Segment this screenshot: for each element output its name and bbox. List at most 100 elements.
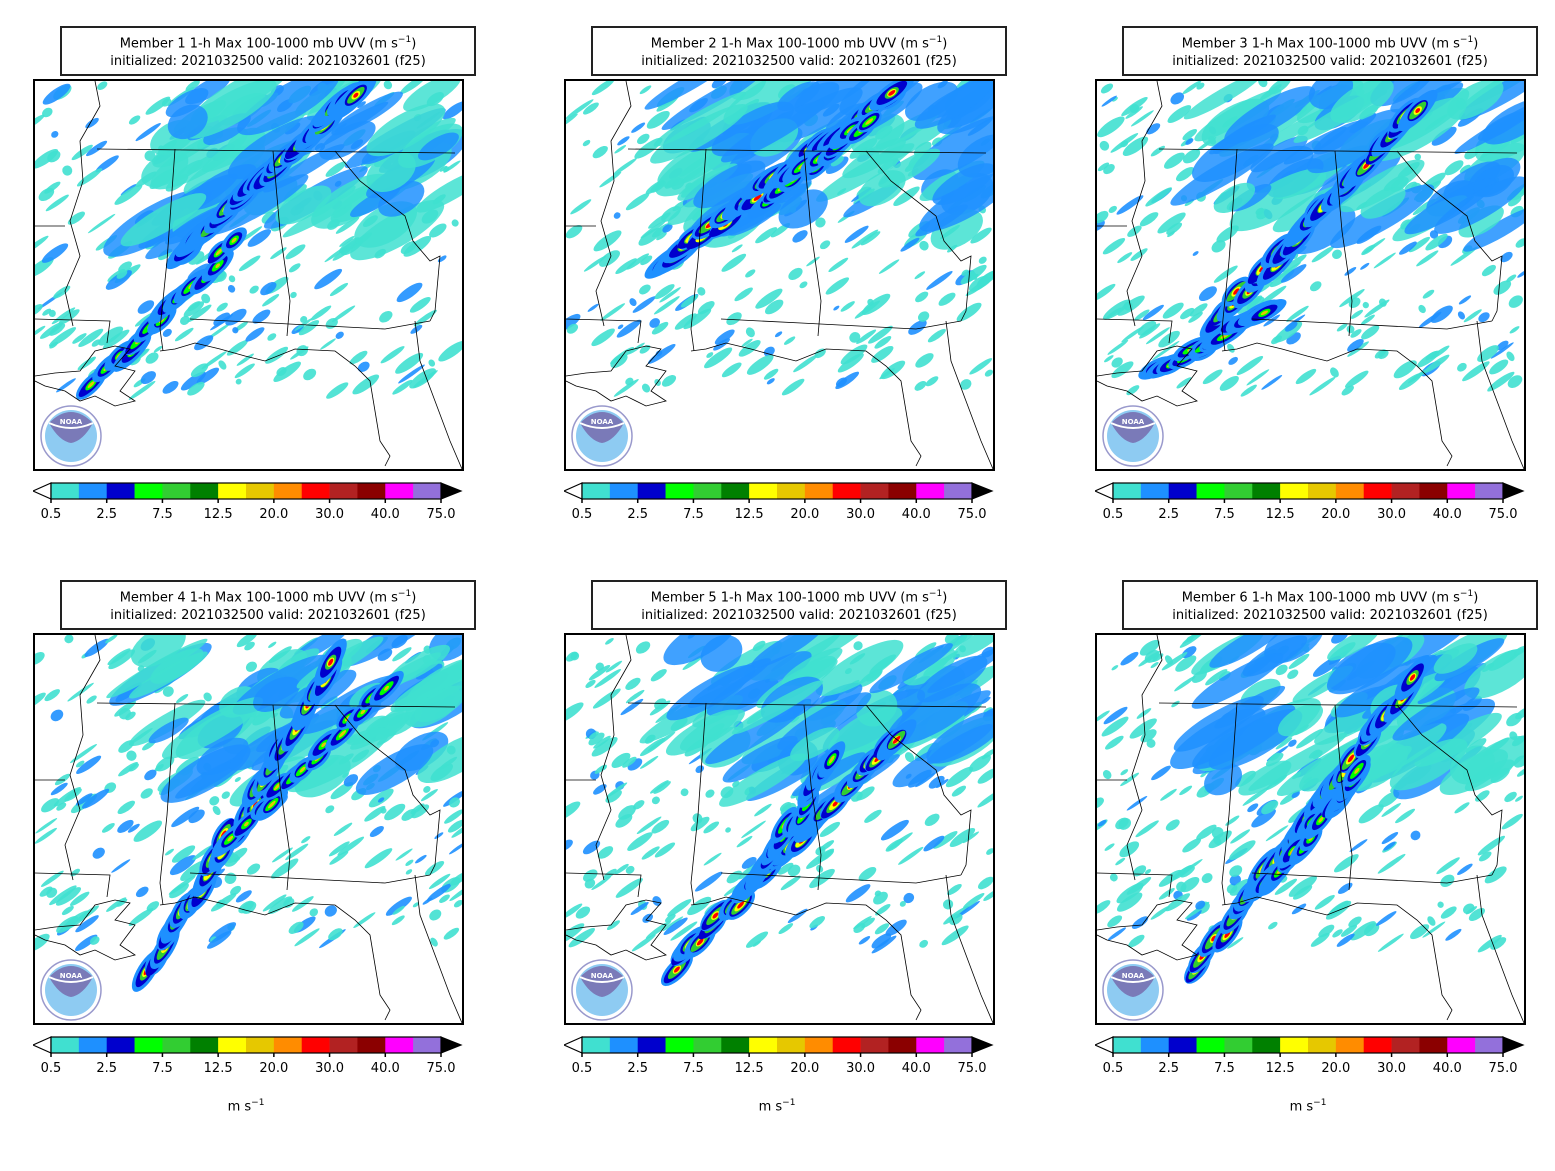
units-text: m s bbox=[1289, 1099, 1314, 1115]
colorbar-segment bbox=[385, 1037, 414, 1053]
colorbar-segment bbox=[218, 483, 247, 499]
colorbar-tick-label: 7.5 bbox=[152, 1061, 173, 1076]
panel-title: Member 6 1-h Max 100-1000 mb UVV (m s−1)… bbox=[1122, 580, 1538, 631]
panel-title-line1: Member 5 1-h Max 100-1000 mb UVV (m s bbox=[650, 590, 929, 606]
map-canvas: NOAA bbox=[35, 635, 462, 1023]
title-close-paren: ) bbox=[942, 36, 948, 52]
colorbar-segment bbox=[1113, 1037, 1142, 1053]
colorbar-units-label: m s−1 bbox=[1290, 1098, 1327, 1114]
colorbar-units-label: m s−1 bbox=[759, 1098, 796, 1114]
svg-text:NOAA: NOAA bbox=[1122, 418, 1145, 426]
noaa-logo-icon: NOAA bbox=[1102, 959, 1164, 1021]
units-exponent: −1 bbox=[782, 1098, 796, 1108]
colorbar-over-arrow bbox=[1502, 482, 1525, 500]
colorbar-segment bbox=[357, 483, 386, 499]
units-text: m s bbox=[227, 1099, 252, 1115]
units-exponent: −1 bbox=[397, 35, 412, 45]
colorbar-segment bbox=[106, 483, 135, 499]
colorbar-tick-label: 20.0 bbox=[1321, 1061, 1351, 1076]
units-exponent: −1 bbox=[397, 589, 412, 599]
panel-subtitle: initialized: 2021032500 valid: 202103260… bbox=[110, 54, 426, 70]
colorbar: 0.5 2.5 7.5 12.5 20.0 30.0 40.0 75.0 bbox=[562, 1033, 994, 1076]
colorbar-segment bbox=[860, 1037, 889, 1053]
colorbar-segment bbox=[693, 483, 722, 499]
colorbar-segment bbox=[78, 1037, 108, 1053]
svg-text:NOAA: NOAA bbox=[60, 972, 83, 980]
colorbar-tick-label: 7.5 bbox=[1214, 507, 1235, 522]
colorbar-segment bbox=[1252, 1037, 1281, 1053]
colorbar: 0.5 2.5 7.5 12.5 20.0 30.0 40.0 75.0 bbox=[31, 479, 463, 522]
colorbar-under-arrow bbox=[31, 482, 52, 500]
colorbar-segment bbox=[832, 483, 861, 499]
colorbar-segment bbox=[637, 1037, 666, 1053]
state-boundaries bbox=[1097, 81, 1524, 469]
member-panel-2: Member 2 1-h Max 100-1000 mb UVV (m s−1)… bbox=[562, 26, 1034, 576]
colorbar-segment bbox=[1447, 1037, 1476, 1053]
colorbar-tick-label: 40.0 bbox=[1432, 1061, 1462, 1076]
colorbar-tick-label: 30.0 bbox=[846, 1061, 876, 1076]
units-exponent: −1 bbox=[1313, 1098, 1327, 1108]
units-exponent: −1 bbox=[928, 35, 943, 45]
colorbar-segment bbox=[246, 1037, 275, 1053]
colorbar-segment bbox=[357, 1037, 386, 1053]
colorbar-segment bbox=[413, 1037, 442, 1053]
colorbar-segment bbox=[134, 483, 163, 499]
colorbar-segment bbox=[777, 1037, 806, 1053]
colorbar-under-arrow bbox=[1093, 1036, 1114, 1054]
colorbar-tick-label: 75.0 bbox=[1488, 1061, 1518, 1076]
panel-title: Member 1 1-h Max 100-1000 mb UVV (m s−1)… bbox=[60, 26, 476, 77]
colorbar-tick-label: 75.0 bbox=[426, 507, 456, 522]
colorbar-segment bbox=[246, 483, 275, 499]
colorbar-segment bbox=[637, 483, 666, 499]
panel-title-line1: Member 1 1-h Max 100-1000 mb UVV (m s bbox=[119, 36, 398, 52]
colorbar-under-arrow bbox=[562, 1036, 583, 1054]
colorbar-tick-label: 12.5 bbox=[1265, 1061, 1295, 1076]
colorbar-segment bbox=[1168, 1037, 1197, 1053]
colorbar-segment bbox=[51, 1037, 80, 1053]
colorbar-tick-label: 0.5 bbox=[40, 507, 62, 522]
colorbar-segment bbox=[582, 1037, 611, 1053]
units-exponent: −1 bbox=[1459, 589, 1474, 599]
colorbar-tick-label: 20.0 bbox=[1321, 507, 1351, 522]
colorbar-tick-label: 40.0 bbox=[1432, 507, 1462, 522]
colorbar-segment bbox=[609, 483, 639, 499]
uvv-convective-bands bbox=[644, 81, 915, 279]
noaa-logo-icon: NOAA bbox=[40, 959, 102, 1021]
colorbar-tick-label: 2.5 bbox=[96, 1061, 118, 1076]
colorbar-tick-label: 7.5 bbox=[683, 507, 704, 522]
panel-title: Member 5 1-h Max 100-1000 mb UVV (m s−1)… bbox=[591, 580, 1007, 631]
panel-title: Member 3 1-h Max 100-1000 mb UVV (m s−1)… bbox=[1122, 26, 1538, 77]
colorbar-segment bbox=[609, 1037, 639, 1053]
colorbar-segment bbox=[916, 483, 945, 499]
colorbar-segment bbox=[1475, 483, 1504, 499]
colorbar-segment bbox=[860, 483, 889, 499]
colorbar-segment bbox=[1252, 483, 1281, 499]
colorbar-segment bbox=[1447, 483, 1476, 499]
uvv-broad-field bbox=[639, 635, 993, 811]
colorbar-segment bbox=[1391, 1037, 1420, 1053]
title-close-paren: ) bbox=[411, 590, 417, 606]
colorbar-segment bbox=[1363, 483, 1392, 499]
colorbar-over-arrow bbox=[971, 1036, 994, 1054]
panel-title-line1: Member 2 1-h Max 100-1000 mb UVV (m s bbox=[650, 36, 929, 52]
colorbar-segment bbox=[1419, 1037, 1448, 1053]
panel-title-line1: Member 6 1-h Max 100-1000 mb UVV (m s bbox=[1181, 590, 1460, 606]
colorbar-tick-label: 20.0 bbox=[790, 1061, 820, 1076]
colorbar-tick-label: 0.5 bbox=[40, 1061, 62, 1076]
colorbar-units-label: m s−1 bbox=[228, 1098, 265, 1114]
colorbar-segment bbox=[1308, 483, 1337, 499]
colorbar-tick-label: 40.0 bbox=[901, 1061, 931, 1076]
colorbar-segment bbox=[1475, 1037, 1504, 1053]
colorbar-segment bbox=[749, 1037, 778, 1053]
panel-subtitle: initialized: 2021032500 valid: 202103260… bbox=[1172, 54, 1488, 70]
state-boundaries bbox=[35, 635, 462, 1023]
map-area: NOAA bbox=[1095, 633, 1526, 1025]
colorbar-segment bbox=[832, 1037, 861, 1053]
colorbar-tick-label: 2.5 bbox=[627, 507, 649, 522]
colorbar-under-arrow bbox=[562, 482, 583, 500]
colorbar-segment bbox=[1280, 1037, 1309, 1053]
colorbar-segment bbox=[804, 1037, 834, 1053]
colorbar-segment bbox=[1335, 1037, 1365, 1053]
member-panel-4: Member 4 1-h Max 100-1000 mb UVV (m s−1)… bbox=[31, 580, 503, 1130]
colorbar-tick-label: 0.5 bbox=[571, 1061, 593, 1076]
